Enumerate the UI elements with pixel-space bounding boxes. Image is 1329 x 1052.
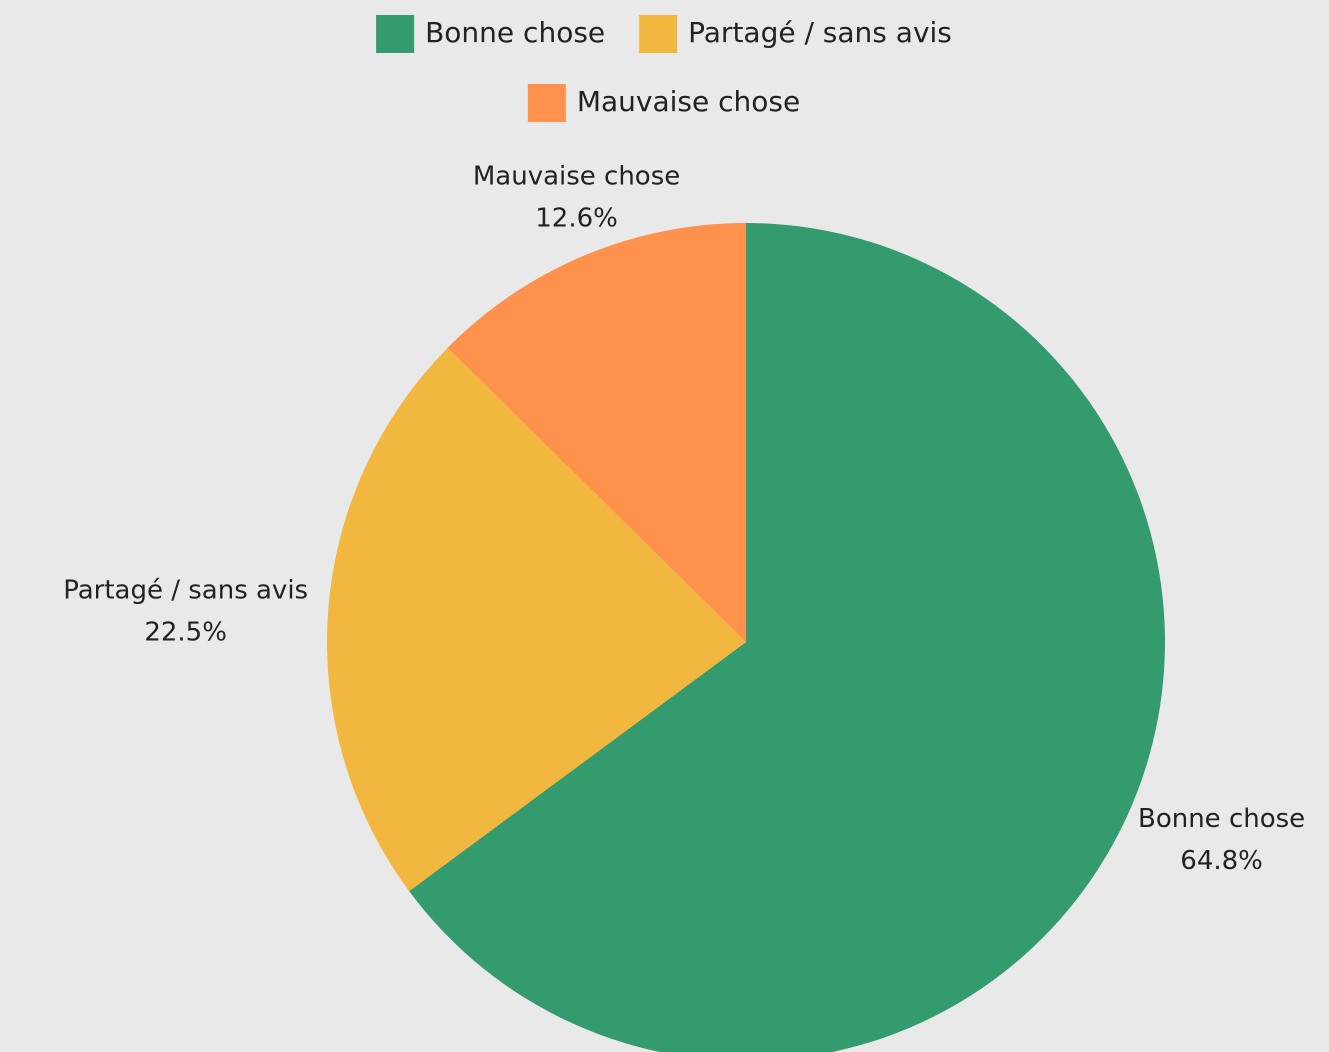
pie-slice bbox=[327, 347, 746, 892]
slice-label: Partagé / sans avis bbox=[63, 575, 308, 605]
slice-label: Mauvaise chose bbox=[473, 162, 680, 192]
pie-slice bbox=[409, 223, 1165, 1052]
legend-label: Bonne chose bbox=[425, 16, 605, 49]
legend-swatch bbox=[376, 15, 415, 53]
slice-value: 12.6% bbox=[535, 204, 618, 234]
pie-slice bbox=[447, 223, 746, 642]
legend-swatch bbox=[639, 15, 678, 53]
slice-value: 64.8% bbox=[1180, 846, 1263, 876]
slice-label: Bonne chose bbox=[1138, 804, 1305, 834]
legend-swatch bbox=[527, 84, 566, 122]
slice-value: 22.5% bbox=[144, 617, 227, 647]
legend-label: Partagé / sans avis bbox=[688, 16, 952, 49]
legend-label: Mauvaise chose bbox=[577, 85, 800, 118]
